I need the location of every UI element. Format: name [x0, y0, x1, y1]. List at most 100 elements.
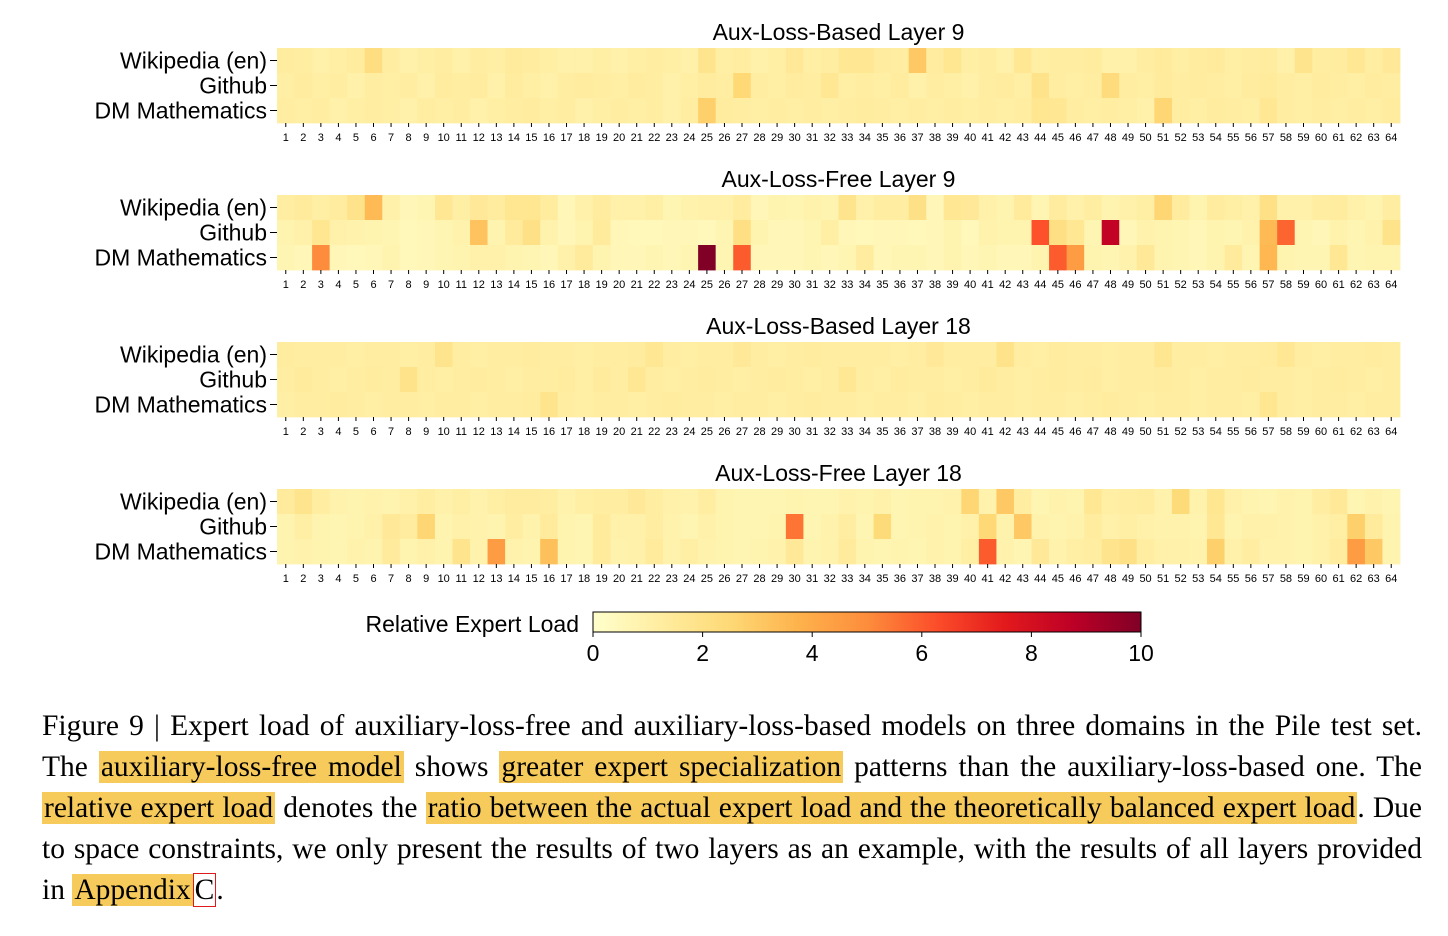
heatmap-cell — [399, 367, 418, 393]
appendix-link[interactable]: C — [192, 873, 217, 907]
heatmap-cell — [1031, 342, 1050, 368]
expert-tick-label: 14 — [508, 279, 520, 291]
heatmap-cell — [1031, 367, 1050, 393]
expert-tick-label: 55 — [1227, 279, 1239, 291]
heatmap-cell — [540, 489, 559, 515]
heatmap-cell — [592, 245, 611, 271]
heatmap-cell — [434, 367, 453, 393]
heatmap-cell — [399, 48, 418, 74]
heatmap-cell — [1066, 48, 1085, 74]
heatmap-cell — [1171, 489, 1190, 515]
heatmap-cell — [1382, 245, 1401, 271]
heatmap-cell — [277, 489, 295, 515]
expert-tick-label: 21 — [631, 279, 643, 291]
heatmap-cell — [996, 539, 1015, 565]
expert-tick-label: 12 — [473, 573, 485, 585]
expert-tick-label: 57 — [1262, 426, 1274, 438]
heatmap-cell — [943, 98, 962, 124]
domain-label: Github — [199, 367, 267, 393]
heatmap-cell — [1329, 73, 1348, 99]
heatmap-cell — [592, 514, 611, 540]
expert-tick-label: 17 — [560, 132, 572, 144]
heatmap-cell — [505, 342, 524, 368]
heatmap-cell — [820, 539, 839, 565]
heatmap-cell — [347, 514, 366, 540]
heatmap-cell — [873, 195, 892, 221]
heatmap-cell — [1312, 220, 1331, 246]
expert-tick-label: 39 — [946, 132, 958, 144]
expert-tick-label: 38 — [929, 132, 941, 144]
heatmap-cell — [312, 367, 331, 393]
heatmap-cell — [557, 392, 576, 418]
heatmap-cell — [1347, 98, 1366, 124]
heatmap-cell — [1013, 48, 1032, 74]
heatmap-cell — [1224, 48, 1243, 74]
heatmap-cell — [1171, 48, 1190, 74]
expert-tick-label: 4 — [335, 279, 341, 291]
heatmap-cell — [312, 73, 331, 99]
heatmap-cell — [1347, 539, 1366, 565]
expert-tick-label: 10 — [438, 573, 450, 585]
expert-tick-label: 36 — [894, 426, 906, 438]
expert-tick-label: 64 — [1385, 279, 1397, 291]
heatmap-cell — [522, 392, 541, 418]
heatmap-cell — [434, 195, 453, 221]
heatmap-cell — [347, 342, 366, 368]
heatmap-cell — [347, 367, 366, 393]
heatmap-cell — [470, 539, 488, 565]
heatmap-cell — [1242, 245, 1261, 271]
heatmap-cell — [1259, 392, 1278, 418]
heatmap-cell — [1277, 245, 1296, 271]
expert-tick-label: 40 — [964, 279, 976, 291]
heatmap-cell — [645, 539, 664, 565]
domain-label: Wikipedia (en) — [120, 342, 267, 368]
heatmap-cell — [1329, 98, 1348, 124]
heatmap-cell — [1329, 342, 1348, 368]
heatmap-cell — [1154, 48, 1173, 74]
heatmap-cell — [487, 514, 506, 540]
heatmap-cell — [364, 392, 383, 418]
heatmap-cell — [978, 48, 997, 74]
heatmap-cell — [505, 220, 524, 246]
heatmap-cell — [926, 245, 945, 271]
heatmap-cell — [505, 245, 524, 271]
heatmap-cell — [961, 195, 980, 221]
expert-tick-label: 57 — [1262, 573, 1274, 585]
heatmap-cell — [733, 342, 752, 368]
heatmap-cell — [1294, 514, 1313, 540]
heatmap-cell — [680, 489, 699, 515]
heatmap-cell — [329, 539, 348, 565]
heatmap-cell — [1031, 514, 1050, 540]
heatmap-cell — [505, 392, 524, 418]
heatmap-cell — [996, 195, 1015, 221]
heatmap-cell — [575, 539, 594, 565]
heatmap-cell — [1119, 48, 1138, 74]
expert-tick-label: 55 — [1227, 573, 1239, 585]
expert-tick-label: 18 — [578, 573, 590, 585]
heatmap-cell — [610, 392, 629, 418]
heatmap-cell — [663, 367, 681, 393]
heatmap-cell — [768, 392, 787, 418]
heatmap-cell — [592, 195, 611, 221]
heatmap-cell — [768, 195, 787, 221]
heatmap-cell — [1259, 342, 1278, 368]
heatmap-cell — [1206, 342, 1225, 368]
expert-tick-label: 44 — [1034, 132, 1046, 144]
heatmap-cell — [399, 392, 418, 418]
expert-tick-label: 36 — [894, 573, 906, 585]
heatmap-cell — [908, 489, 927, 515]
expert-tick-label: 30 — [789, 573, 801, 585]
expert-tick-label: 40 — [964, 426, 976, 438]
heatmap-cell — [1224, 73, 1243, 99]
expert-tick-label: 7 — [388, 132, 394, 144]
heatmap-cell — [873, 73, 892, 99]
expert-tick-label: 10 — [438, 132, 450, 144]
heatmap-cell — [1312, 392, 1331, 418]
heatmap-cell — [1277, 489, 1296, 515]
heatmap-cell — [1347, 367, 1366, 393]
heatmap-cell — [1242, 392, 1261, 418]
heatmap-cell — [1242, 98, 1261, 124]
heatmap-cell — [856, 195, 874, 221]
heatmap-cell — [1294, 367, 1313, 393]
heatmap-cell — [961, 367, 980, 393]
